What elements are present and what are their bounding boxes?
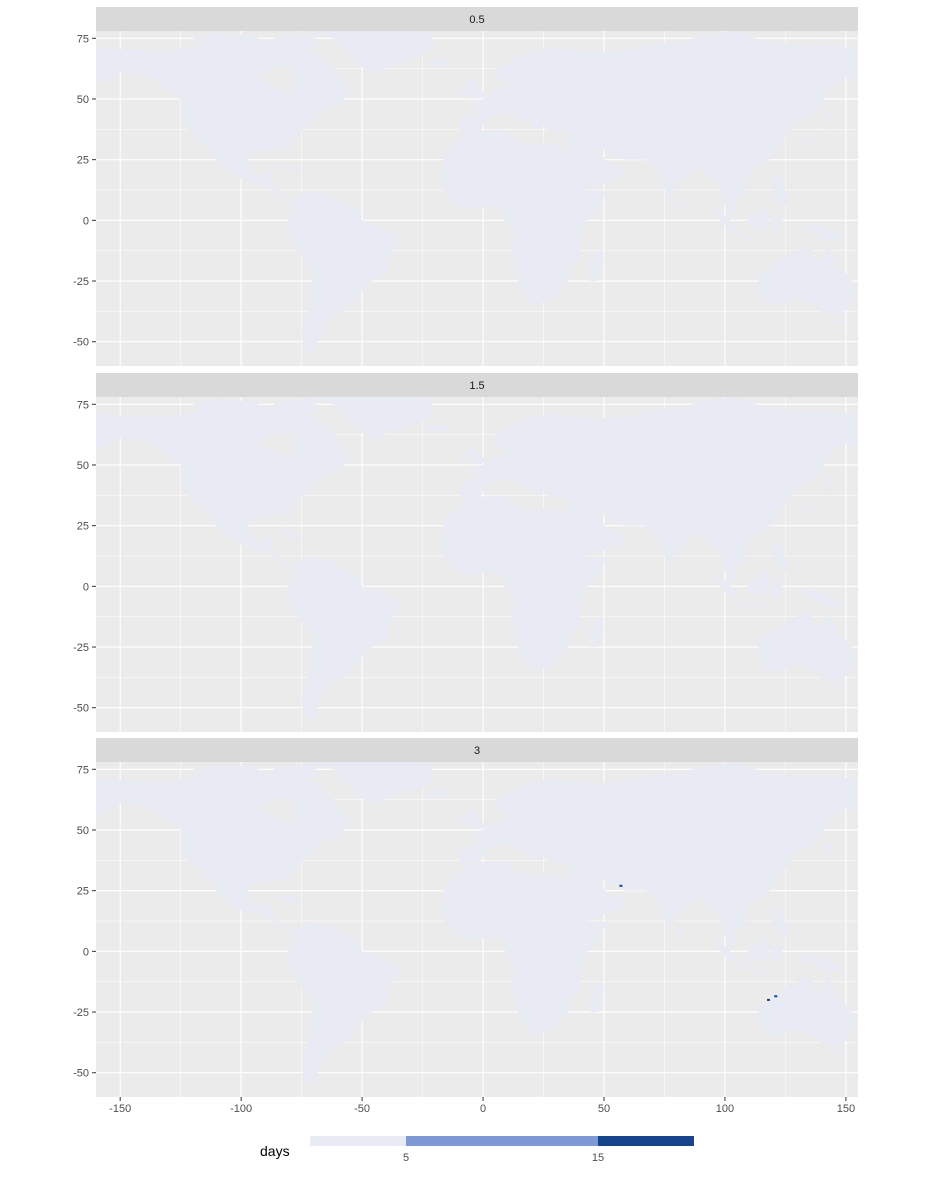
y-tick-label: 0 — [83, 581, 89, 593]
y-tick-label: 25 — [77, 155, 89, 167]
hudson-bay — [255, 798, 297, 826]
facet-panel: 3 75 50 25 0 -25 -50 — [73, 738, 858, 1097]
y-tick-label: 25 — [77, 521, 89, 533]
land-layer — [96, 762, 858, 1085]
facet-panel: 0.5 75 50 25 0 -25 -50 — [73, 7, 858, 366]
legend-break-label: 15 — [592, 1152, 604, 1164]
x-tick-label: 50 — [598, 1103, 610, 1115]
hudson-bay — [255, 67, 297, 95]
facet-label: 1.5 — [469, 380, 484, 392]
y-tick-label: 75 — [77, 33, 89, 45]
x-tick-label: -50 — [354, 1103, 370, 1115]
legend-bin — [310, 1136, 406, 1146]
y-tick-label: -50 — [73, 1068, 89, 1080]
facet-strip — [96, 373, 858, 397]
y-tick-label: 50 — [77, 460, 89, 472]
y-tick-label: 75 — [77, 399, 89, 411]
facet-strip — [96, 738, 858, 762]
legend-bin — [598, 1136, 694, 1146]
y-tick-label: -50 — [73, 337, 89, 349]
hudson-bay — [255, 433, 297, 461]
highlight-cell — [766, 998, 770, 1001]
facet-label: 0.5 — [469, 14, 484, 26]
legend-bin — [406, 1136, 598, 1146]
y-tick-label: 50 — [77, 94, 89, 106]
x-tick-label: 150 — [837, 1103, 855, 1115]
x-axis: -150 -100 -50 0 50 100 150 — [109, 1097, 855, 1115]
x-tick-label: 100 — [716, 1103, 734, 1115]
y-tick-label: -25 — [73, 276, 89, 288]
highlight-cell — [774, 995, 778, 998]
highlight-cell — [619, 884, 623, 887]
y-tick-label: -25 — [73, 1007, 89, 1019]
land-layer — [96, 31, 858, 354]
y-tick-label: -25 — [73, 642, 89, 654]
x-tick-label: -150 — [109, 1103, 131, 1115]
land-layer — [96, 397, 858, 720]
legend: days 5 15 — [260, 1136, 694, 1164]
y-tick-label: 50 — [77, 825, 89, 837]
facet-label: 3 — [474, 745, 480, 757]
x-tick-label: -100 — [230, 1103, 252, 1115]
y-tick-label: 0 — [83, 215, 89, 227]
y-axis: 75 50 25 0 -25 -50 — [73, 399, 96, 715]
y-tick-label: 25 — [77, 886, 89, 898]
y-tick-label: 0 — [83, 946, 89, 958]
y-axis: 75 50 25 0 -25 -50 — [73, 33, 96, 349]
y-tick-label: -50 — [73, 703, 89, 715]
y-tick-label: 75 — [77, 764, 89, 776]
legend-break-label: 5 — [403, 1152, 409, 1164]
x-tick-label: 0 — [480, 1103, 486, 1115]
legend-title: days — [260, 1143, 290, 1159]
y-axis: 75 50 25 0 -25 -50 — [73, 764, 96, 1080]
facet-strip — [96, 7, 858, 31]
facet-panel: 1.5 75 50 25 0 -25 -50 — [73, 373, 858, 732]
